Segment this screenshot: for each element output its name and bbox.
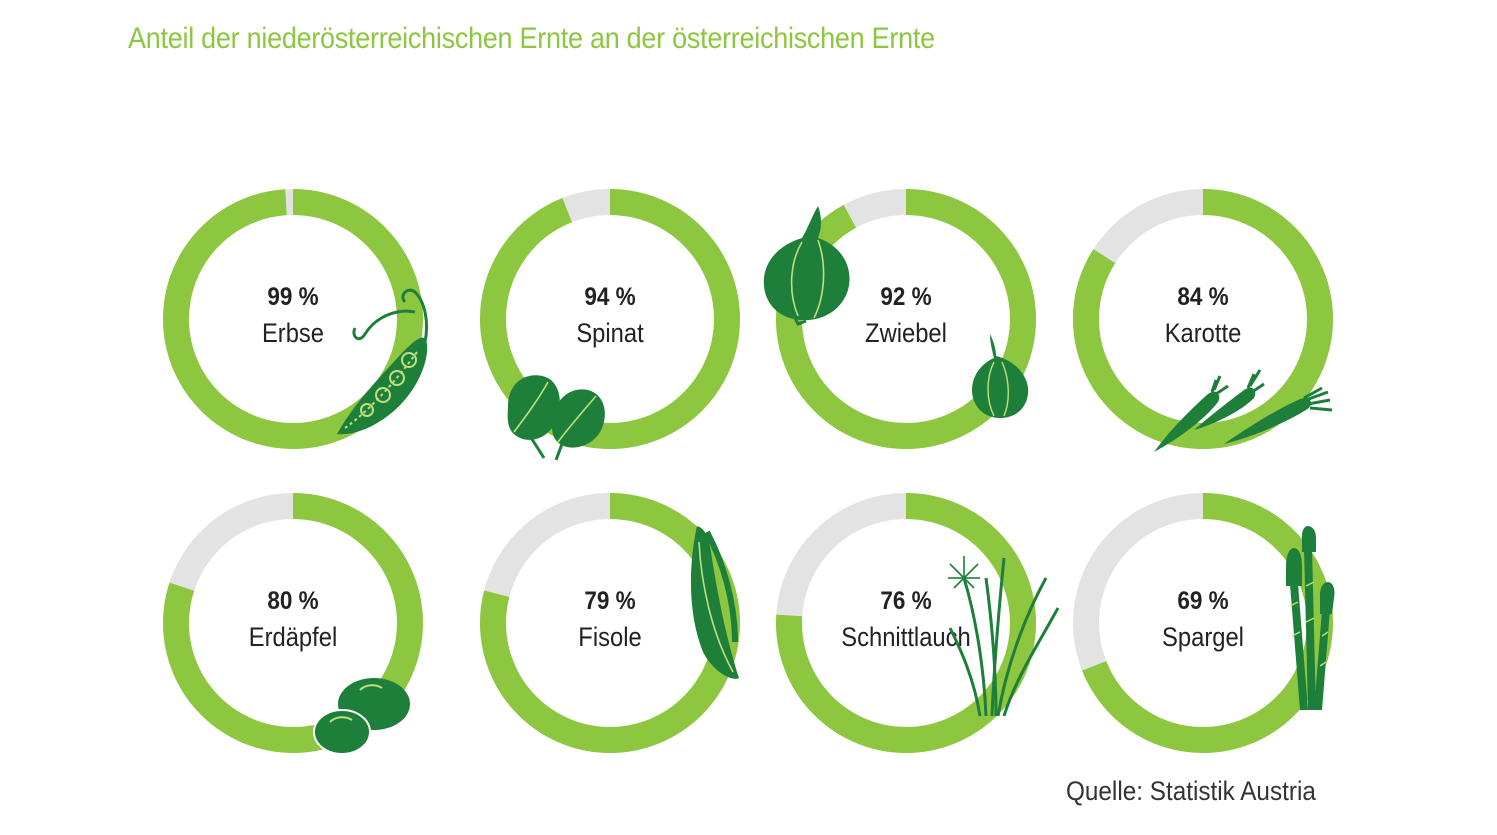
source-note: Quelle: Statistik Austria xyxy=(1066,776,1316,806)
donut-value-fisole: 79 % xyxy=(584,587,636,615)
donut-ring-erbse xyxy=(163,189,423,449)
donut-erdaepfel: 80 % Erdäpfel xyxy=(162,492,424,754)
donut-value-erbse: 99 % xyxy=(267,283,319,311)
donut-arc-erdaepfel xyxy=(163,493,423,753)
onion-icon xyxy=(763,206,850,326)
onion-small-icon xyxy=(972,334,1029,418)
donut-fisole: 79 % Fisole xyxy=(479,492,741,754)
donut-erbse: 99 % Erbse xyxy=(162,188,424,450)
green-bean-icon xyxy=(690,526,739,679)
donut-label-erdaepfel: Erdäpfel xyxy=(248,622,338,652)
donut-arc-fisole xyxy=(480,493,740,753)
donut-value-schnittlauch: 76 % xyxy=(880,587,932,615)
donut-value-karotte: 84 % xyxy=(1177,283,1229,311)
pea-pod-icon xyxy=(337,288,429,435)
donut-label-schnittlauch: Schnittlauch xyxy=(841,622,971,652)
chart-title: Anteil der niederösterreichischen Ernte … xyxy=(128,22,935,55)
donut-arc-spargel xyxy=(1073,493,1333,753)
donut-ring-spargel xyxy=(1073,493,1333,753)
donut-arc-karotte xyxy=(1073,189,1333,449)
donut-ring-fisole xyxy=(480,493,740,753)
asparagus-icon xyxy=(1286,526,1335,710)
donut-label-spargel: Spargel xyxy=(1162,622,1244,652)
donut-karotte: 84 % Karotte xyxy=(1072,188,1334,450)
donut-label-fisole: Fisole xyxy=(578,622,642,652)
donut-label-erbse: Erbse xyxy=(261,318,325,348)
donut-ring-zwiebel xyxy=(776,189,1036,449)
carrot-icon xyxy=(1154,369,1333,452)
donut-arc-zwiebel xyxy=(776,189,1036,449)
donut-spargel: 69 % Spargel xyxy=(1072,492,1334,754)
donut-value-spargel: 69 % xyxy=(1177,587,1229,615)
chives-icon xyxy=(948,556,1060,717)
donut-ring-schnittlauch xyxy=(776,493,1036,753)
donut-label-spinat: Spinat xyxy=(576,318,644,348)
donut-arc-erbse xyxy=(163,189,423,449)
donut-ring-spinat xyxy=(480,189,740,449)
donut-ring-erdaepfel xyxy=(163,493,423,753)
potato-icon xyxy=(313,678,410,755)
donut-spinat: 94 % Spinat xyxy=(479,188,741,450)
donut-label-karotte: Karotte xyxy=(1164,318,1242,348)
spinach-icon xyxy=(507,375,605,461)
donut-schnittlauch: 76 % Schnittlauch xyxy=(775,492,1037,754)
donut-value-zwiebel: 92 % xyxy=(880,283,932,311)
donut-label-zwiebel: Zwiebel xyxy=(865,318,947,348)
donut-arc-schnittlauch xyxy=(776,493,1036,753)
donut-ring-karotte xyxy=(1073,189,1333,449)
donut-zwiebel: 92 % Zwiebel xyxy=(775,188,1037,450)
donut-value-spinat: 94 % xyxy=(584,283,636,311)
donut-arc-spinat xyxy=(480,189,740,449)
donut-value-erdaepfel: 80 % xyxy=(267,587,319,615)
